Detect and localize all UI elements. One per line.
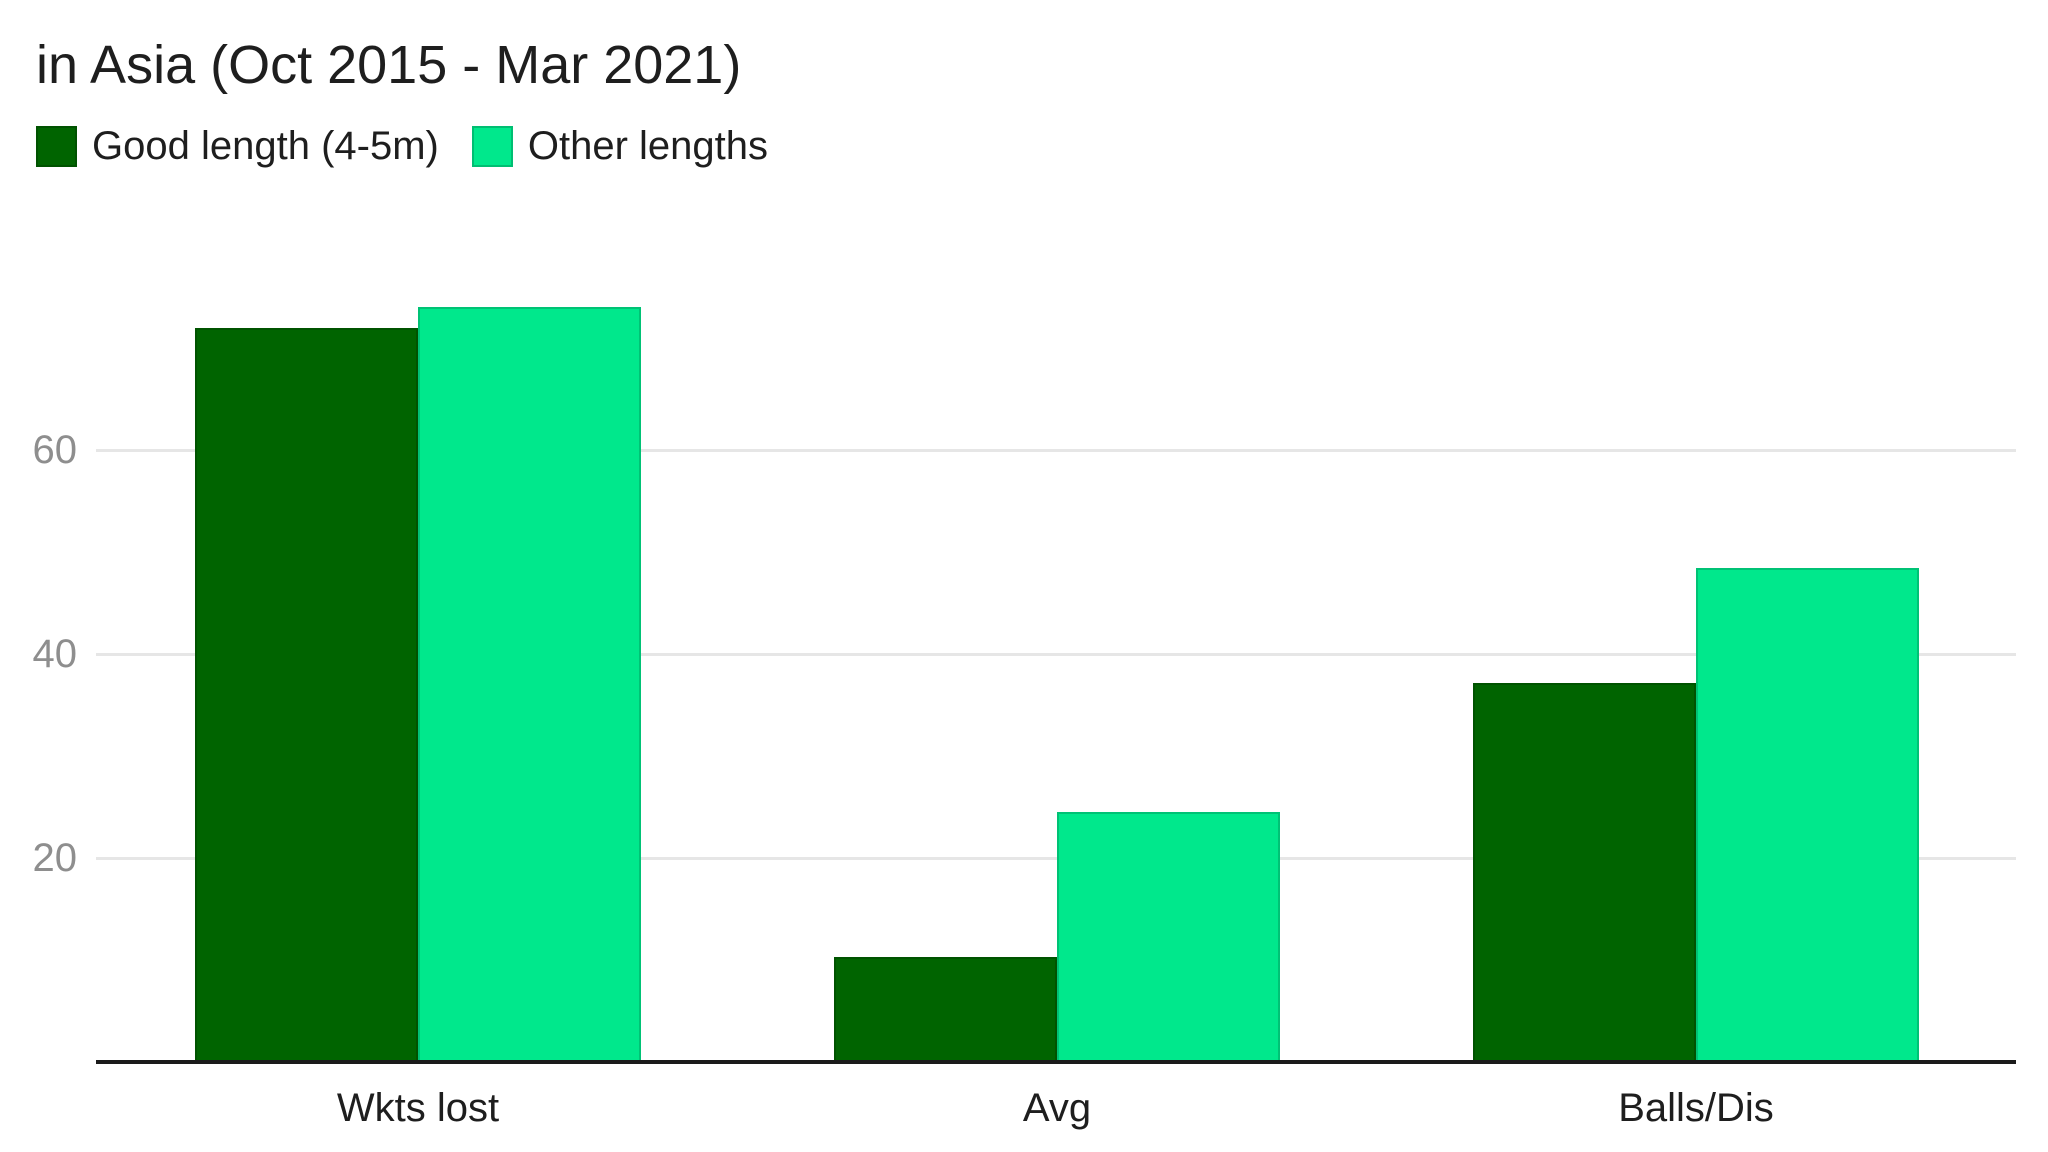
- legend-swatch-other-lengths-icon: [471, 126, 513, 167]
- bar-other-lengths-avg: [1057, 812, 1280, 1062]
- y-tick-label-20: 20: [32, 836, 78, 880]
- y-tick-label-60: 60: [32, 428, 78, 472]
- bar-good-length-4-5m-avg: [834, 957, 1057, 1062]
- x-axis-line: [96, 1060, 2016, 1064]
- legend-label-good-length: Good length (4-5m): [92, 124, 439, 168]
- legend-swatch-good-length-icon: [36, 126, 77, 167]
- x-axis-label-avg: Avg: [1022, 1086, 1092, 1130]
- x-axis-label-balls-dis: Balls/Dis: [1618, 1086, 1774, 1130]
- y-tick-label-40: 40: [32, 632, 78, 676]
- legend-label-other-lengths: Other lengths: [527, 124, 768, 168]
- legend-item-other-lengths: Other lengths: [471, 124, 768, 168]
- gridline-40: [96, 653, 2016, 656]
- gridline-20: [96, 857, 2016, 860]
- x-axis-label-wkts-lost: Wkts lost: [336, 1086, 500, 1130]
- bar-other-lengths-wkts-lost: [418, 307, 641, 1062]
- legend-item-good-length: Good length (4-5m): [36, 126, 439, 167]
- chart-legend: Good length (4-5m) Other lengths: [36, 126, 801, 167]
- gridline-60: [96, 449, 2016, 452]
- bar-good-length-4-5m-wkts-lost: [195, 328, 418, 1062]
- chart-title: in Asia (Oct 2015 - Mar 2021): [36, 35, 742, 95]
- bar-good-length-4-5m-balls-dis: [1473, 683, 1696, 1062]
- bar-other-lengths-balls-dis: [1696, 568, 1919, 1062]
